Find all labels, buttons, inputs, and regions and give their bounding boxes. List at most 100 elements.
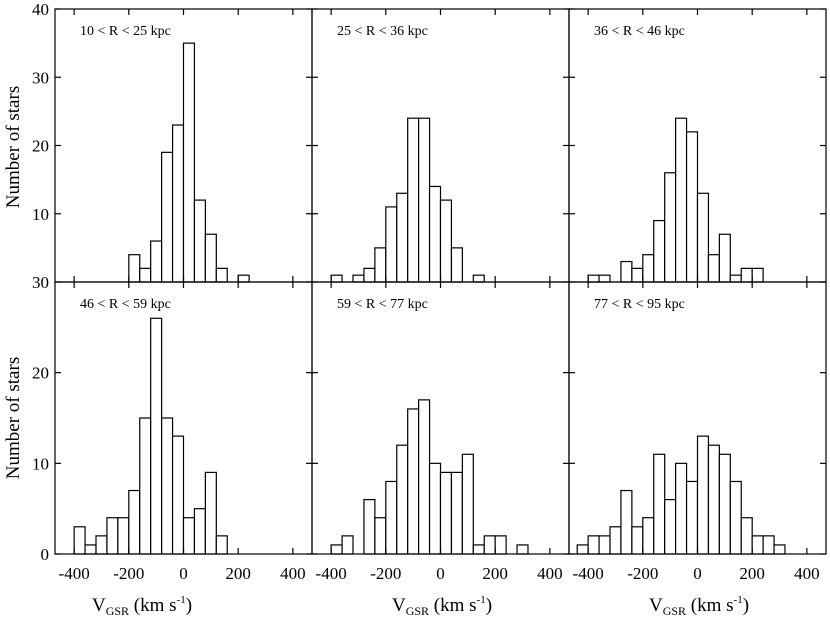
x-axis-title-sup: -1 xyxy=(734,594,743,606)
histogram-bar xyxy=(620,489,633,555)
y-tick-label: 10 xyxy=(32,454,49,473)
x-axis-title-col2: VGSR (km s-1) xyxy=(649,594,749,618)
y-tick-label: 20 xyxy=(32,364,49,383)
x-tick-label: 200 xyxy=(482,564,508,583)
axes-layer: 40 30 20 10 -400 -200 0 200 400 30 20 10 0 -400 -200 0 2… xyxy=(32,0,820,583)
x-tick-label: 400 xyxy=(794,564,820,583)
histogram-bar xyxy=(675,462,688,555)
x-axis-title-sub: GSR xyxy=(663,604,686,618)
histogram-bar xyxy=(642,254,655,283)
histogram-bar xyxy=(139,267,152,283)
panel-label: 10 < R < 25 kpc xyxy=(80,24,171,39)
histogram-bar xyxy=(128,254,141,283)
histogram-bar xyxy=(751,267,764,283)
histogram-bar xyxy=(642,517,655,555)
panels-layer: 10 < R < 25 kpc 25 < R < 36 kpc 36 < R < 4… xyxy=(54,8,827,555)
histogram-bar xyxy=(483,535,496,555)
histogram-bar xyxy=(450,247,463,283)
y-axis-title-top: Number of stars xyxy=(3,86,24,208)
histogram-bar xyxy=(374,247,387,283)
x-tick-label: 400 xyxy=(537,564,563,583)
histogram-bar xyxy=(204,471,217,555)
histogram-bar xyxy=(161,417,174,555)
histogram-bar xyxy=(363,267,376,283)
histogram-bar xyxy=(341,535,354,555)
histogram-bar xyxy=(73,526,86,555)
x-axis-title-main: V xyxy=(92,595,106,616)
panel-5: 59 < R < 77 kpc xyxy=(311,281,570,555)
histogram-bar xyxy=(576,544,589,555)
y-tick-label: 30 xyxy=(32,68,49,87)
x-axis-title-sub: GSR xyxy=(106,604,129,618)
histogram-bar xyxy=(182,42,196,283)
x-axis-titles: VGSR (km s-1) VGSR (km s-1) VGSR (km s-1… xyxy=(92,594,749,618)
panel-label: 77 < R < 95 kpc xyxy=(594,297,685,312)
x-tick-label: -400 xyxy=(316,564,347,583)
panel-1: 10 < R < 25 kpc xyxy=(54,8,313,283)
x-axis-title-close: ) xyxy=(743,595,749,616)
histogram-bar xyxy=(675,117,688,283)
x-tick-label: -200 xyxy=(370,564,401,583)
histogram-bar xyxy=(330,544,343,555)
panel-label: 59 < R < 77 kpc xyxy=(337,297,428,312)
histogram-bar xyxy=(171,124,185,283)
histogram-bar xyxy=(664,499,677,555)
histogram-bar xyxy=(620,260,633,283)
histogram-bar xyxy=(150,317,163,555)
histogram-bar xyxy=(215,535,228,555)
panel-frame xyxy=(568,281,827,555)
histogram-bar xyxy=(352,274,365,283)
x-axis-title-col0: VGSR (km s-1) xyxy=(92,594,192,618)
histogram-bar xyxy=(193,508,206,555)
x-axis-title-close: ) xyxy=(486,595,492,616)
x-tick-label: -200 xyxy=(627,564,658,583)
panel-label: 36 < R < 46 kpc xyxy=(594,24,685,39)
histogram-bar xyxy=(461,453,474,555)
histogram-bar xyxy=(106,517,119,555)
x-tick-label: 0 xyxy=(179,564,188,583)
y-tick-label: 40 xyxy=(32,0,49,19)
x-tick-label: -400 xyxy=(573,564,604,583)
histogram-bar xyxy=(587,274,600,283)
histogram-bar xyxy=(450,471,463,555)
histogram-bar xyxy=(171,435,185,555)
histogram-bar xyxy=(598,535,611,555)
histogram-bar xyxy=(762,535,775,555)
y-tick-label: 10 xyxy=(32,205,49,224)
histogram-bar xyxy=(439,471,453,555)
x-axis-title-sup: -1 xyxy=(177,594,186,606)
histogram-bar xyxy=(237,274,250,283)
x-tick-label: 0 xyxy=(693,564,702,583)
histogram-bar xyxy=(609,526,622,555)
histogram-bar xyxy=(751,535,764,555)
histogram-bar xyxy=(84,544,97,555)
histogram-bar xyxy=(182,517,196,555)
histogram-bar xyxy=(117,517,130,555)
histogram-bar xyxy=(150,240,163,283)
histogram-bar xyxy=(428,185,442,283)
histogram-bar xyxy=(740,517,753,555)
histogram-bar xyxy=(707,254,720,283)
histogram-bar xyxy=(653,219,666,283)
x-axis-title-close: ) xyxy=(186,595,192,616)
histogram-bar xyxy=(729,274,742,283)
histogram-bar xyxy=(407,408,420,555)
histogram-bar xyxy=(653,453,666,555)
histogram-bar xyxy=(718,233,731,283)
x-axis-title-units: (km s xyxy=(429,595,477,616)
histogram-bar xyxy=(363,499,376,555)
histogram-bar xyxy=(161,151,174,283)
x-tick-label: -200 xyxy=(113,564,144,583)
histogram-bar xyxy=(516,544,529,555)
histogram-bar xyxy=(685,131,699,283)
histogram-bar xyxy=(729,480,742,555)
panel-3: 36 < R < 46 kpc xyxy=(568,8,827,283)
x-axis-title-sup: -1 xyxy=(477,594,486,606)
histogram-bar xyxy=(385,480,398,555)
histogram-bar xyxy=(407,117,420,283)
histogram-bar xyxy=(418,399,431,555)
panel-4: 46 < R < 59 kpc xyxy=(54,281,313,555)
panel-6: 77 < R < 95 kpc xyxy=(568,281,827,555)
x-axis-title-main: V xyxy=(649,595,663,616)
